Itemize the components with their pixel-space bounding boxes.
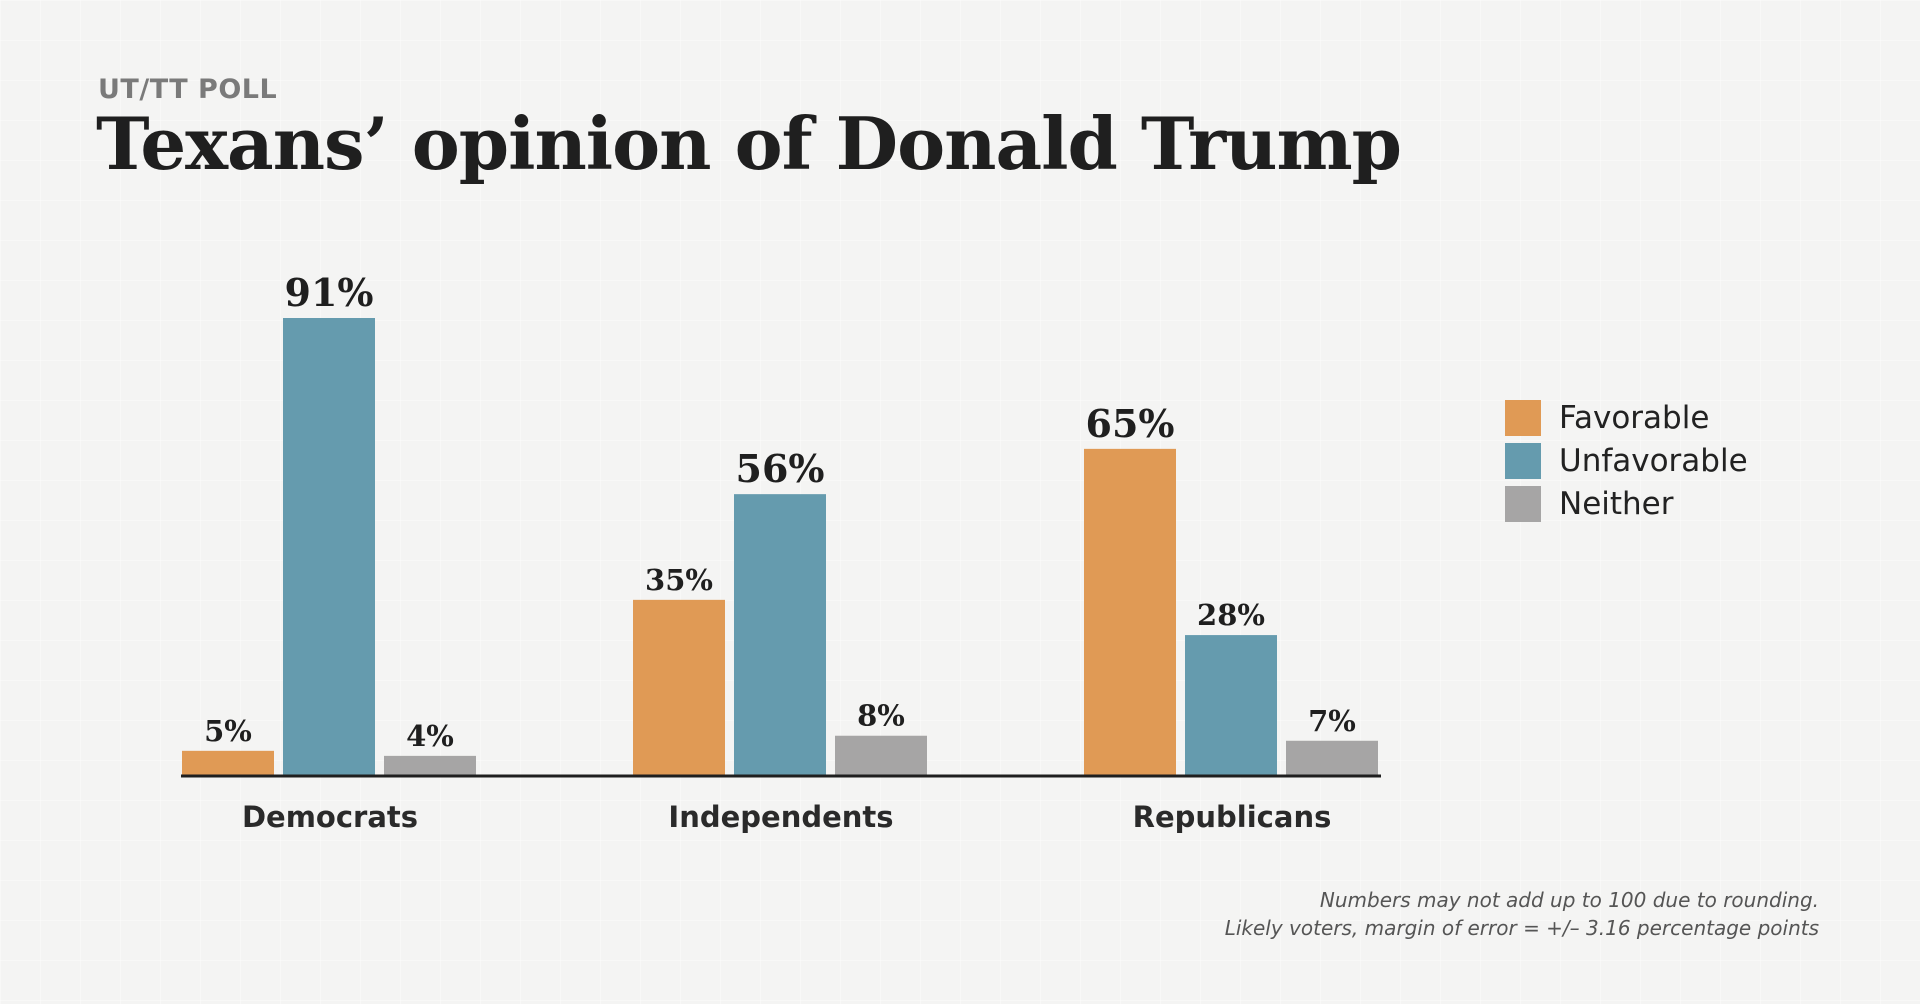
bar-independents-neither	[835, 735, 927, 776]
footnote: Numbers may not add up to 100 due to rou…	[1225, 886, 1819, 942]
poll-kicker: UT/TT POLL	[98, 74, 278, 105]
legend-item-neither: Neither	[1505, 482, 1748, 525]
bar-republicans-favorable	[1084, 448, 1176, 776]
bar-democrats-favorable	[182, 750, 274, 776]
value-label-democrats-favorable: 5%	[204, 714, 252, 748]
value-label-democrats-unfavorable: 91%	[285, 270, 374, 315]
legend-swatch-unfavorable	[1505, 442, 1541, 479]
legend-item-unfavorable: Unfavorable	[1505, 439, 1748, 482]
legend-item-favorable: Favorable	[1505, 396, 1748, 439]
legend: Favorable Unfavorable Neither	[1505, 396, 1748, 525]
footnote-margin-of-error: Likely voters, margin of error = +/– 3.1…	[1224, 916, 1819, 940]
value-label-independents-favorable: 35%	[645, 563, 713, 597]
value-label-democrats-neither: 4%	[406, 719, 454, 753]
value-label-independents-unfavorable: 56%	[736, 446, 825, 491]
bar-independents-favorable	[633, 599, 725, 776]
chart-title: Texans’ opinion of Donald Trump	[96, 101, 1402, 186]
category-label-independents: Independents	[668, 800, 893, 834]
category-label-democrats: Democrats	[242, 800, 418, 834]
bar-independents-unfavorable	[734, 494, 826, 776]
category-labels-group: Democrats Independents Republicans	[242, 800, 1331, 834]
category-label-republicans: Republicans	[1133, 800, 1332, 834]
bar-democrats-neither	[384, 755, 476, 776]
legend-label-unfavorable: Unfavorable	[1559, 442, 1748, 479]
value-labels-group: 5% 91% 4% 35% 56% 8% 65% 28% 7%	[204, 270, 1356, 753]
legend-swatch-favorable	[1505, 399, 1541, 436]
legend-swatch-neither	[1505, 485, 1541, 522]
value-label-republicans-favorable: 65%	[1086, 401, 1175, 446]
value-label-independents-neither: 8%	[857, 699, 905, 733]
bar-republicans-unfavorable	[1185, 635, 1277, 776]
legend-label-favorable: Favorable	[1559, 399, 1710, 436]
bar-democrats-unfavorable	[283, 318, 375, 776]
bars-group	[182, 318, 1378, 776]
value-label-republicans-unfavorable: 28%	[1197, 598, 1265, 632]
legend-label-neither: Neither	[1559, 485, 1674, 522]
value-label-republicans-neither: 7%	[1308, 704, 1356, 738]
bar-republicans-neither	[1286, 740, 1378, 776]
footnote-rounding: Numbers may not add up to 100 due to rou…	[1319, 888, 1819, 912]
